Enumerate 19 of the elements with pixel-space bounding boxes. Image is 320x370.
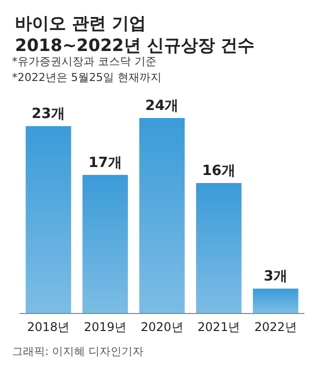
bar xyxy=(82,174,128,313)
x-tick-label: 2020년 xyxy=(140,320,184,334)
x-tick-label: 2018년 xyxy=(27,320,70,334)
text: *유가증권시장과 코스닥 기준 xyxy=(12,55,156,68)
bar xyxy=(196,183,242,313)
text: 그래픽: 이지혜 디자인기자 xyxy=(12,345,144,358)
data-label: 24개 xyxy=(145,98,179,114)
bar xyxy=(26,126,72,313)
data-label: 23개 xyxy=(32,106,66,122)
chart-title: 바이오 관련 기업 2018~2022년 신규상장 건수 xyxy=(15,14,255,56)
x-tick-label: 2022년 xyxy=(254,320,297,334)
x-tick-label: 2019년 xyxy=(84,320,126,334)
data-label: 17개 xyxy=(88,154,122,171)
text: *2022년은 5월25일 현재까지 xyxy=(12,71,162,84)
bar xyxy=(252,288,298,313)
bar xyxy=(139,118,185,313)
data-label: 3개 xyxy=(264,268,288,285)
x-tick-label: 2021년 xyxy=(198,320,240,334)
data-label: 16개 xyxy=(202,163,236,179)
